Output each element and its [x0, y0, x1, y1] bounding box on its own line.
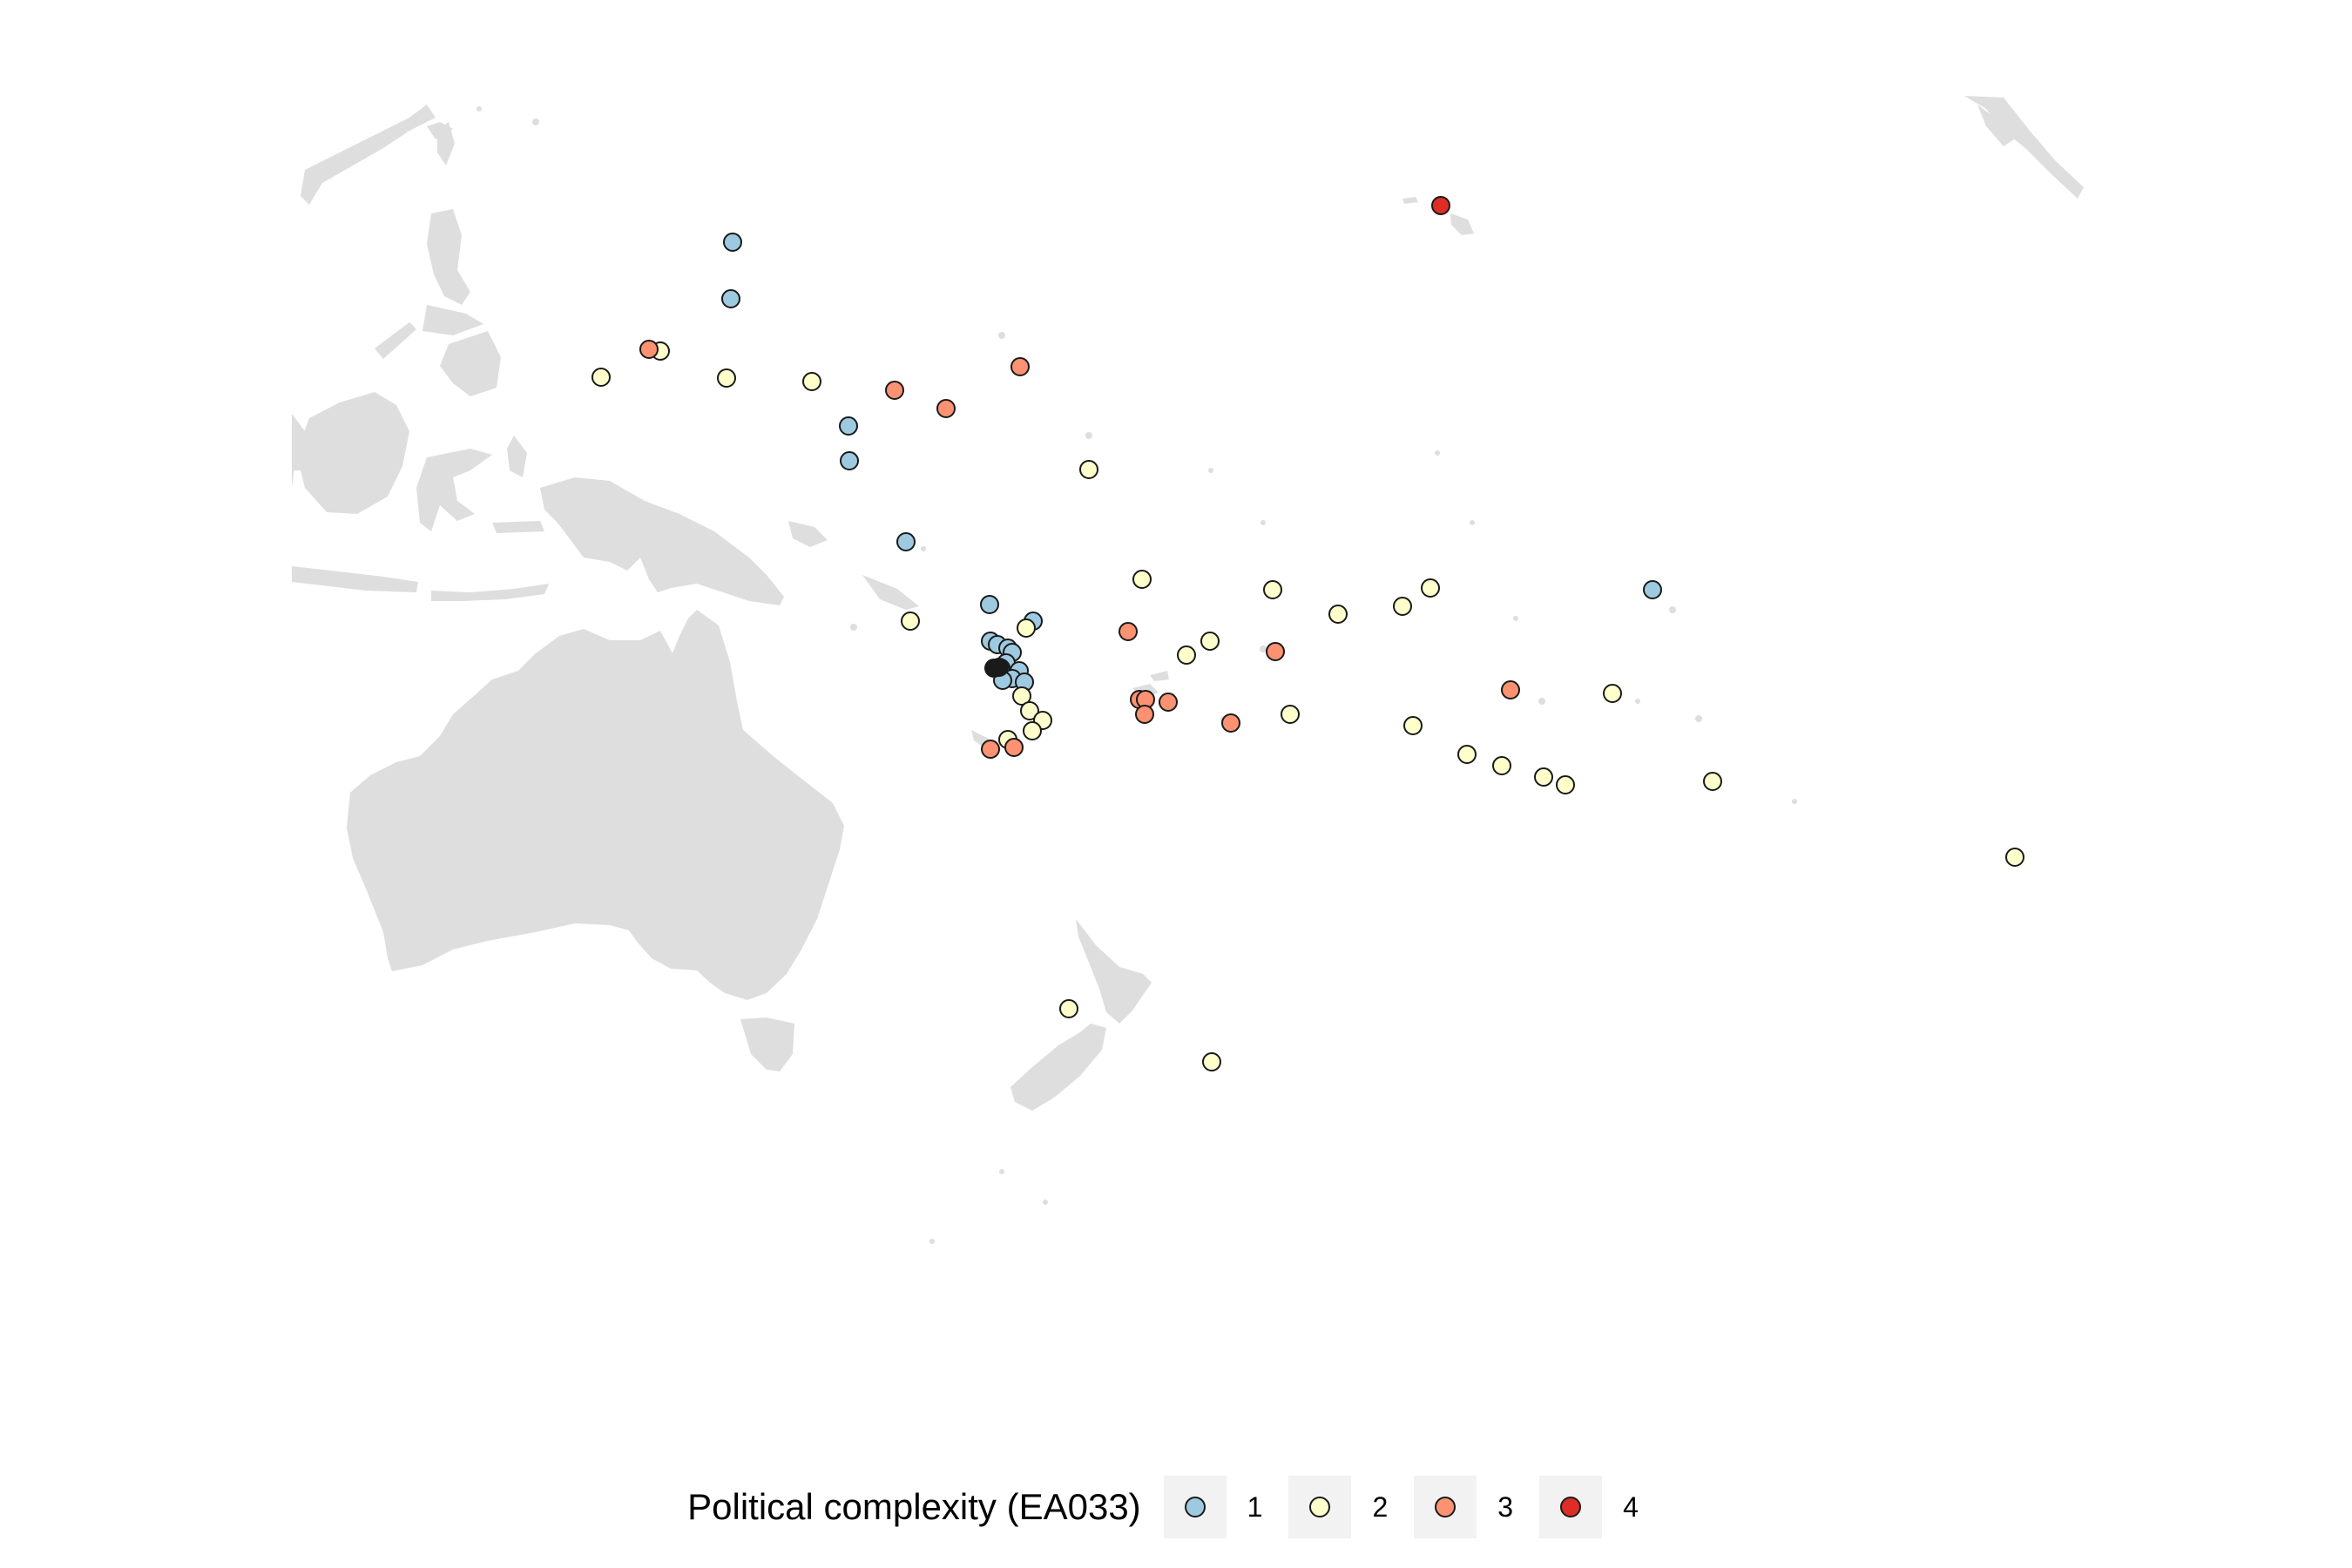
legend-key-4	[1539, 1476, 1603, 1538]
point-class-2-3	[802, 372, 821, 391]
point-class-2-22	[1492, 756, 1511, 775]
point-class-1-1	[721, 289, 740, 308]
point-class-2-4	[1079, 460, 1098, 479]
legend-label-3: 3	[1497, 1490, 1514, 1523]
point-class-3-0	[639, 340, 659, 359]
point-class-2-10	[1263, 580, 1282, 599]
point-class-3-12	[981, 740, 1000, 759]
point-class-3-8	[1135, 705, 1154, 724]
legend-key-1	[1163, 1476, 1227, 1538]
point-class-3-13	[1004, 738, 1024, 757]
point-class-2-0	[591, 368, 611, 387]
point-class-2-2	[717, 368, 736, 388]
land-nz-north	[1076, 919, 1152, 1024]
legend-item-4: 4	[1539, 1476, 1647, 1538]
land-hawaii	[1450, 213, 1474, 235]
point-class-2-19	[1281, 705, 1300, 724]
point-class-2-9	[1200, 632, 1220, 651]
point-class-3-2	[885, 381, 904, 400]
point-class-2-23	[1534, 767, 1553, 787]
land-seram	[492, 521, 544, 533]
point-class-2-11	[1328, 605, 1348, 624]
land-new-britain	[788, 521, 828, 547]
point-class-2-14	[1012, 686, 1031, 706]
legend-item-3: 3	[1414, 1476, 1522, 1538]
land-fiji-2	[1150, 671, 1169, 681]
point-class-2-27	[2005, 848, 2024, 867]
land-java	[292, 566, 418, 592]
legend-key-2	[1288, 1476, 1352, 1538]
point-class-2-21	[1457, 745, 1477, 764]
land-australia	[347, 610, 844, 1000]
point-class-2-28	[1059, 999, 1078, 1018]
point-class-2-5	[1132, 570, 1152, 589]
point-class-3-3	[936, 399, 956, 418]
land-visayas	[422, 305, 483, 335]
point-class-2-25	[1603, 684, 1622, 703]
land-palawan	[375, 322, 416, 359]
point-class-2-20	[1403, 716, 1423, 735]
point-class-2-12	[1393, 597, 1412, 616]
point-class-3-5	[1266, 642, 1285, 661]
basemap	[292, 96, 2084, 1244]
point-class-1-0	[723, 233, 742, 252]
land-halmahera	[507, 436, 527, 477]
point-class-1-17	[1643, 580, 1662, 599]
land-japan	[301, 105, 436, 205]
point-class-2-15	[1020, 701, 1039, 720]
legend-title: Political complexity (EA033)	[687, 1486, 1141, 1527]
land-tasmania	[740, 1017, 794, 1071]
point-class-2-8	[1177, 645, 1196, 665]
point-class-3-10	[1221, 713, 1240, 733]
point-class-2-13	[1421, 578, 1440, 598]
land-alaska-island	[1977, 105, 2014, 146]
point-class-2-29	[1202, 1052, 1221, 1071]
land-hawaii-small	[1402, 197, 1418, 204]
point-class-2-7	[1017, 618, 1036, 638]
land-new-guinea	[540, 477, 784, 605]
land-asia-edge	[292, 431, 322, 470]
point-class-1-4	[896, 532, 916, 551]
legend-item-2: 2	[1288, 1476, 1396, 1538]
point-class-3-9	[1159, 693, 1178, 712]
point-class-1-5	[980, 595, 999, 614]
point-class-1-2	[839, 416, 858, 436]
point-class-1-3	[840, 451, 859, 470]
land-borneo	[296, 392, 409, 514]
legend-key-3	[1414, 1476, 1477, 1538]
land-solomons	[862, 575, 919, 610]
society-points	[591, 196, 2024, 1071]
point-class-2-17	[1023, 721, 1042, 740]
legend-item-1: 1	[1163, 1476, 1272, 1538]
legend-label-2: 2	[1372, 1490, 1389, 1523]
land-japan-north	[427, 122, 453, 139]
land-nz-south	[1010, 1024, 1106, 1111]
land-mindanao	[440, 331, 501, 396]
point-class-3-1	[1010, 357, 1030, 376]
point-class-2-6	[901, 612, 920, 631]
land-sulawesi	[416, 449, 492, 531]
land-luzon	[427, 209, 470, 305]
point-class-2-26	[1703, 772, 1722, 791]
point-class-2-24	[1556, 775, 1575, 794]
land-lesser-sunda	[431, 584, 549, 601]
legend-label-1: 1	[1247, 1490, 1263, 1523]
legend: Political complexity (EA033) 1 2 3 4	[0, 1472, 2352, 1542]
point-class-3-4	[1119, 622, 1138, 641]
point-class-3-11	[1501, 680, 1520, 700]
point-class-dark-1	[990, 658, 1009, 677]
land-alaska	[1964, 96, 2084, 199]
legend-label-4: 4	[1623, 1490, 1639, 1523]
point-class-4-0	[1431, 196, 1450, 215]
